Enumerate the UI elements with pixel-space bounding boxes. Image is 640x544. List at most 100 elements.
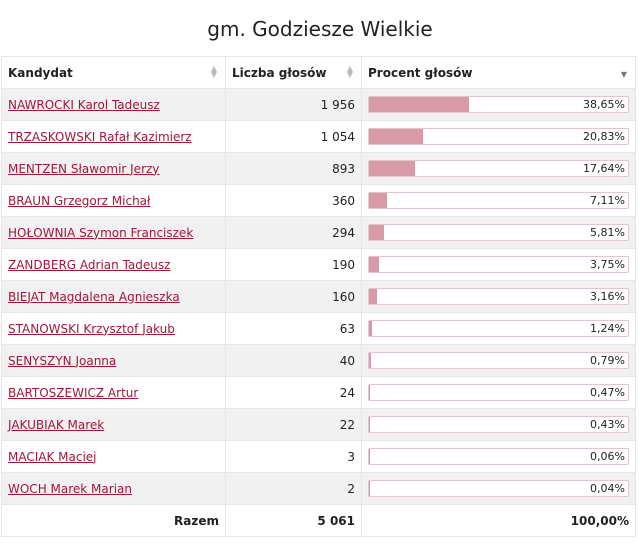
percent-cell: 3,75% [361, 248, 636, 281]
column-header-votes[interactable]: Liczba głosów ▲ ▼ [225, 56, 362, 89]
table-row: WOCH Marek Marian 2 0,04% [1, 472, 636, 505]
table-row: BRAUN Grzegorz Michał 360 7,11% [1, 184, 636, 217]
candidate-cell: SENYSZYN Joanna [1, 344, 226, 377]
candidate-cell: TRZASKOWSKI Rafał Kazimierz [1, 120, 226, 153]
percent-bar-fill [369, 417, 371, 432]
candidate-link[interactable]: ZANDBERG Adrian Tadeusz [8, 257, 171, 272]
candidate-link[interactable]: BRAUN Grzegorz Michał [8, 193, 151, 208]
column-header-percent-label: Procent głosów [368, 65, 473, 80]
candidate-link[interactable]: MENTZEN Sławomir Jerzy [8, 161, 160, 176]
candidate-cell: BRAUN Grzegorz Michał [1, 184, 226, 217]
votes-cell: 2 [225, 472, 362, 505]
results-table: Kandydat ▲ ▼ Liczba głosów ▲ ▼ Procent gło… [1, 56, 636, 537]
percent-cell: 0,47% [361, 376, 636, 409]
votes-cell: 24 [225, 376, 362, 409]
percent-bar: 0,43% [368, 416, 629, 433]
percent-label: 0,43% [590, 418, 625, 431]
votes-cell: 3 [225, 440, 362, 473]
candidate-link[interactable]: HOŁOWNIA Szymon Franciszek [8, 225, 194, 240]
percent-label: 0,06% [590, 450, 625, 463]
column-header-votes-label: Liczba głosów [232, 65, 327, 80]
percent-label: 5,81% [590, 226, 625, 239]
percent-bar-fill [369, 385, 371, 400]
percent-bar-fill [369, 257, 379, 272]
candidate-cell: MACIAK Maciej [1, 440, 226, 473]
table-row: STANOWSKI Krzysztof Jakub 63 1,24% [1, 312, 636, 345]
percent-cell: 7,11% [361, 184, 636, 217]
total-label: Razem [1, 504, 226, 537]
percent-label: 0,47% [590, 386, 625, 399]
candidate-cell: JAKUBIAK Marek [1, 408, 226, 441]
percent-label: 7,11% [590, 194, 625, 207]
percent-bar-fill [369, 193, 388, 208]
percent-label: 1,24% [590, 322, 625, 335]
percent-bar: 5,81% [368, 224, 629, 241]
total-percent: 100,00% [361, 504, 636, 537]
percent-cell: 5,81% [361, 216, 636, 249]
percent-cell: 3,16% [361, 280, 636, 313]
table-row: SENYSZYN Joanna 40 0,79% [1, 344, 636, 377]
percent-cell: 0,06% [361, 440, 636, 473]
sort-both-icon: ▲ ▼ [210, 64, 217, 79]
votes-cell: 1 956 [225, 88, 362, 121]
votes-cell: 40 [225, 344, 362, 377]
percent-bar-fill [369, 129, 423, 144]
percent-cell: 17,64% [361, 152, 636, 185]
percent-label: 0,04% [590, 482, 625, 495]
percent-bar: 20,83% [368, 128, 629, 145]
candidate-link[interactable]: SENYSZYN Joanna [8, 353, 117, 368]
candidate-link[interactable]: BIEJAT Magdalena Agnieszka [8, 289, 180, 304]
table-header-row: Kandydat ▲ ▼ Liczba głosów ▲ ▼ Procent gło… [1, 56, 636, 89]
percent-bar-fill [369, 97, 470, 112]
table-row: HOŁOWNIA Szymon Franciszek 294 5,81% [1, 216, 636, 249]
candidate-cell: NAWROCKI Karol Tadeusz [1, 88, 226, 121]
percent-cell: 20,83% [361, 120, 636, 153]
candidate-link[interactable]: TRZASKOWSKI Rafał Kazimierz [8, 129, 192, 144]
percent-bar-fill [369, 353, 372, 368]
percent-label: 17,64% [583, 162, 625, 175]
table-row: NAWROCKI Karol Tadeusz 1 956 38,65% [1, 88, 636, 121]
candidate-link[interactable]: MACIAK Maciej [8, 449, 97, 464]
column-header-candidate-label: Kandydat [8, 65, 73, 80]
percent-bar: 0,06% [368, 448, 629, 465]
votes-cell: 190 [225, 248, 362, 281]
table-total-row: Razem 5 061 100,00% [1, 504, 636, 537]
candidate-link[interactable]: STANOWSKI Krzysztof Jakub [8, 321, 175, 336]
candidate-cell: STANOWSKI Krzysztof Jakub [1, 312, 226, 345]
candidate-link[interactable]: BARTOSZEWICZ Artur [8, 385, 139, 400]
percent-label: 38,65% [583, 98, 625, 111]
votes-cell: 22 [225, 408, 362, 441]
percent-bar-fill [369, 161, 415, 176]
votes-cell: 294 [225, 216, 362, 249]
candidate-link[interactable]: WOCH Marek Marian [8, 481, 132, 496]
table-row: JAKUBIAK Marek 22 0,43% [1, 408, 636, 441]
candidate-link[interactable]: JAKUBIAK Marek [8, 417, 105, 432]
percent-bar: 38,65% [368, 96, 629, 113]
candidate-cell: ZANDBERG Adrian Tadeusz [1, 248, 226, 281]
candidate-link[interactable]: NAWROCKI Karol Tadeusz [8, 97, 160, 112]
table-row: MENTZEN Sławomir Jerzy 893 17,64% [1, 152, 636, 185]
percent-bar-fill [369, 289, 378, 304]
percent-bar-fill [369, 225, 385, 240]
votes-cell: 1 054 [225, 120, 362, 153]
percent-bar: 0,79% [368, 352, 629, 369]
percent-cell: 0,79% [361, 344, 636, 377]
percent-bar: 3,16% [368, 288, 629, 305]
column-header-percent[interactable]: Procent głosów ▲▼ [361, 56, 636, 89]
table-row: TRZASKOWSKI Rafał Kazimierz 1 054 20,83% [1, 120, 636, 153]
percent-cell: 0,43% [361, 408, 636, 441]
percent-label: 0,79% [590, 354, 625, 367]
total-votes: 5 061 [225, 504, 362, 537]
table-row: ZANDBERG Adrian Tadeusz 190 3,75% [1, 248, 636, 281]
percent-label: 3,16% [590, 290, 625, 303]
page-title: gm. Godziesze Wielkie [207, 17, 433, 41]
table-row: BARTOSZEWICZ Artur 24 0,47% [1, 376, 636, 409]
percent-label: 20,83% [583, 130, 625, 143]
percent-bar: 7,11% [368, 192, 629, 209]
candidate-cell: MENTZEN Sławomir Jerzy [1, 152, 226, 185]
percent-bar: 3,75% [368, 256, 629, 273]
percent-bar-fill [369, 321, 373, 336]
votes-cell: 63 [225, 312, 362, 345]
candidate-cell: HOŁOWNIA Szymon Franciszek [1, 216, 226, 249]
column-header-candidate[interactable]: Kandydat ▲ ▼ [1, 56, 226, 89]
